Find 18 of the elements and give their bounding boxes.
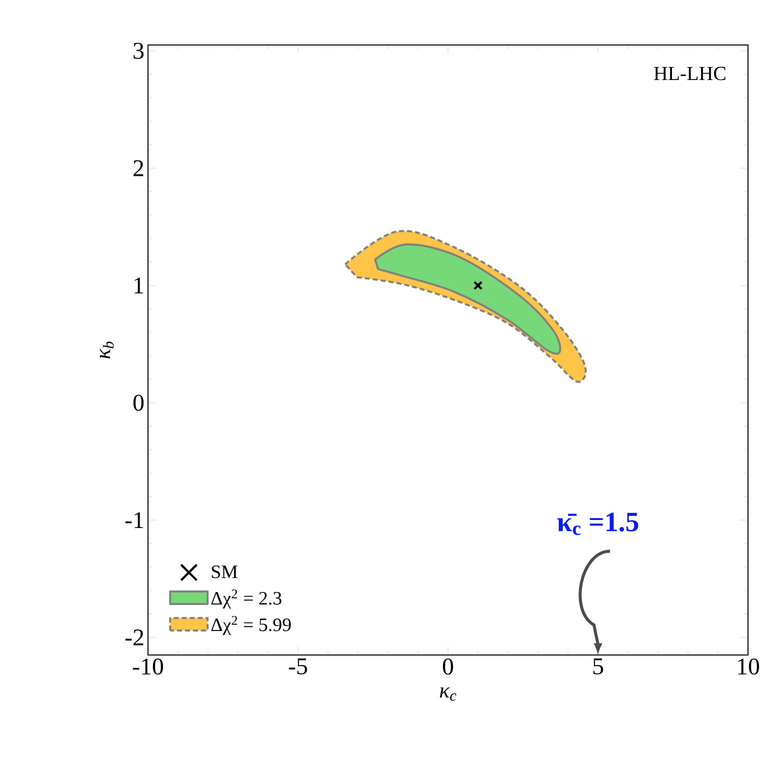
x-tick-label: 10 <box>738 658 760 675</box>
annotation: HL-LHC <box>654 66 726 80</box>
y-tick-label: -2 <box>125 629 144 646</box>
legend-label: Δχ$^{2}$ = 5.99 <box>211 616 291 636</box>
y-tick-label: -1 <box>125 512 144 528</box>
legend-label: SM <box>212 565 238 578</box>
x-tick-label: 0 <box>442 658 454 675</box>
x-tick-label: -5 <box>288 658 308 674</box>
x-tick-label: -10 <box>132 658 164 675</box>
y-tick-label: 0 <box>133 394 144 411</box>
x-tick-label: 5 <box>593 658 604 674</box>
y-tick-label: 3 <box>134 42 144 59</box>
x-axis-title: κ$_{c}$ <box>440 687 456 701</box>
y-tick-label: 1 <box>134 278 144 294</box>
y-axis-title: κ$_{b}$ <box>100 342 114 359</box>
legend-label: Δχ$^{2}$ = 2.3 <box>211 589 282 609</box>
annotation: κ̄$_{c}$ =1.5 <box>557 512 638 535</box>
y-tick-label: 2 <box>134 160 144 176</box>
